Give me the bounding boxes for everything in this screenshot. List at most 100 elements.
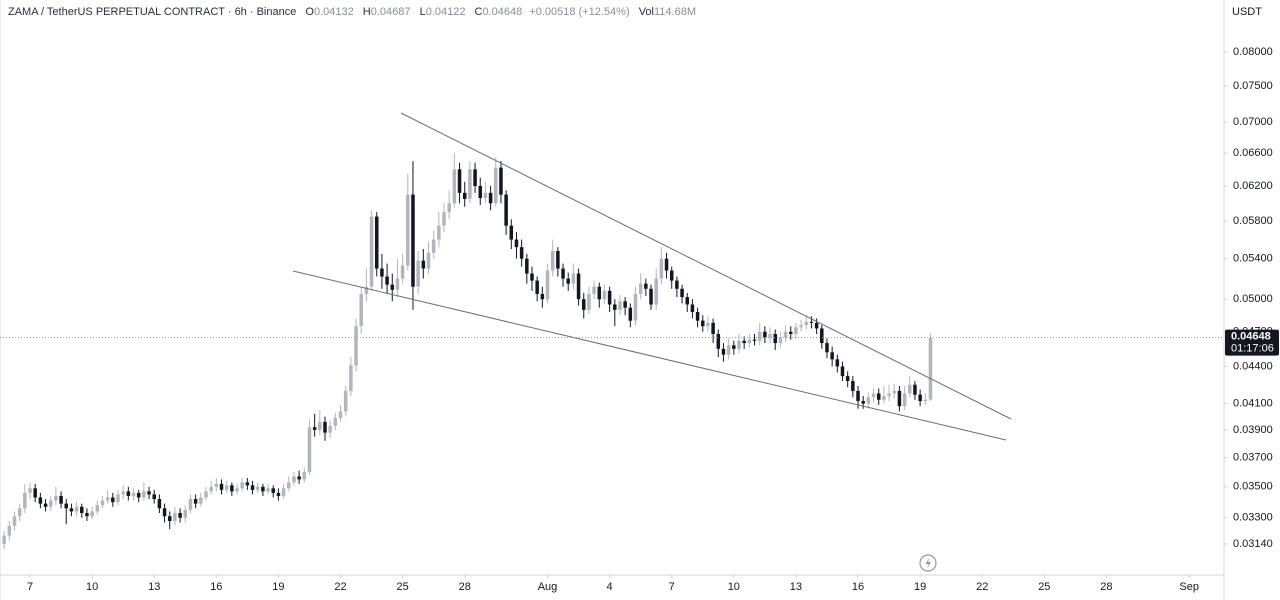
x-tick-label: 28 xyxy=(1100,581,1112,593)
candle-body xyxy=(483,192,488,199)
low-label: L xyxy=(420,6,426,18)
candle-body xyxy=(95,505,100,512)
candle-body xyxy=(307,427,312,473)
candle-body xyxy=(390,284,395,290)
high-value: 0.04687 xyxy=(371,6,411,18)
candle-body xyxy=(105,497,110,501)
volume-value: 114.68M xyxy=(654,6,696,18)
candle-body xyxy=(416,260,420,287)
candle-body xyxy=(633,293,638,321)
candle-body xyxy=(716,333,721,349)
candle-body xyxy=(525,258,529,274)
candle-body xyxy=(214,483,219,487)
candle-body xyxy=(623,301,627,308)
high-label: H xyxy=(363,6,371,18)
candle-body xyxy=(431,239,436,253)
candle-body xyxy=(100,500,105,506)
y-tick-label: 0.07000 xyxy=(1233,116,1273,128)
candle-body xyxy=(488,192,493,204)
candle-body xyxy=(219,483,224,490)
candle-body xyxy=(597,286,602,300)
candle-body xyxy=(545,270,550,300)
y-tick-label: 0.08000 xyxy=(1233,46,1273,58)
candle-body xyxy=(209,486,213,492)
candle-body xyxy=(514,239,519,248)
candle-body xyxy=(856,390,860,402)
candle-body xyxy=(457,169,462,193)
candle-body xyxy=(871,393,876,398)
candle-body xyxy=(152,494,156,500)
candle-body xyxy=(157,499,162,509)
x-tick-label: 16 xyxy=(852,581,864,593)
replay-icon[interactable] xyxy=(919,554,937,572)
candle-body xyxy=(312,427,317,430)
candle-body xyxy=(556,250,560,269)
candle-body xyxy=(835,359,840,367)
candle-body xyxy=(768,333,772,338)
candle-body xyxy=(695,311,700,321)
candle-body xyxy=(328,425,332,433)
candle-body xyxy=(804,321,809,326)
candle-body xyxy=(245,482,250,486)
candle-body xyxy=(406,194,410,266)
candle-body xyxy=(820,328,824,344)
x-tick-label: Aug xyxy=(538,581,558,593)
last-price-label: 0.04648 xyxy=(1231,331,1271,343)
candle-body xyxy=(183,509,188,518)
candle-body xyxy=(43,503,48,507)
candle-body xyxy=(121,491,125,495)
y-tick-label: 0.05400 xyxy=(1233,253,1273,265)
candle-body xyxy=(607,290,612,305)
candle-body xyxy=(752,339,757,341)
candle-body xyxy=(395,278,400,290)
x-tick-label: 19 xyxy=(914,581,926,593)
candle-body xyxy=(561,268,565,279)
candle-body xyxy=(468,169,472,199)
x-tick-label: 28 xyxy=(459,581,471,593)
candle-body xyxy=(566,278,570,284)
candle-body xyxy=(266,488,270,492)
x-tick-label: 19 xyxy=(272,581,284,593)
candle-body xyxy=(136,492,141,498)
candle-body xyxy=(193,499,198,504)
candle-body xyxy=(369,216,374,287)
candle-body xyxy=(494,167,498,204)
currency-label: USDT xyxy=(1232,6,1262,18)
candle-body xyxy=(659,258,664,279)
candle-body xyxy=(602,290,607,300)
candle-body xyxy=(638,283,643,294)
candle-body xyxy=(742,340,746,344)
candle-body xyxy=(131,492,136,496)
candle-body xyxy=(54,495,58,501)
candle-body xyxy=(142,491,146,498)
y-tick-label: 0.03900 xyxy=(1233,424,1273,436)
x-tick-label: 7 xyxy=(669,581,675,593)
candle-body xyxy=(675,280,679,289)
candle-body xyxy=(540,293,545,300)
candle-body xyxy=(287,482,291,489)
candle-body xyxy=(587,293,591,310)
trendline-upper xyxy=(400,112,1012,420)
candle-body xyxy=(359,293,363,327)
candle-body xyxy=(892,390,897,394)
candle-body xyxy=(592,286,596,294)
candle-body xyxy=(923,399,928,402)
candle-body xyxy=(380,268,384,277)
candle-body xyxy=(411,194,415,287)
x-tick-label: 22 xyxy=(976,581,988,593)
candle-body xyxy=(732,345,736,349)
candle-body xyxy=(908,384,912,394)
candle-body xyxy=(690,304,695,312)
candle-body xyxy=(887,393,891,396)
symbol-title: ZAMA / TetherUS PERPETUAL CONTRACT · 6h … xyxy=(8,6,296,18)
candle-body xyxy=(721,348,726,355)
candle-body xyxy=(613,304,617,310)
x-tick-label: 25 xyxy=(396,581,408,593)
candle-body xyxy=(576,273,581,300)
candle-body xyxy=(649,288,653,305)
candle-body xyxy=(250,485,255,490)
candle-body xyxy=(571,273,576,284)
candle-body xyxy=(126,491,131,496)
